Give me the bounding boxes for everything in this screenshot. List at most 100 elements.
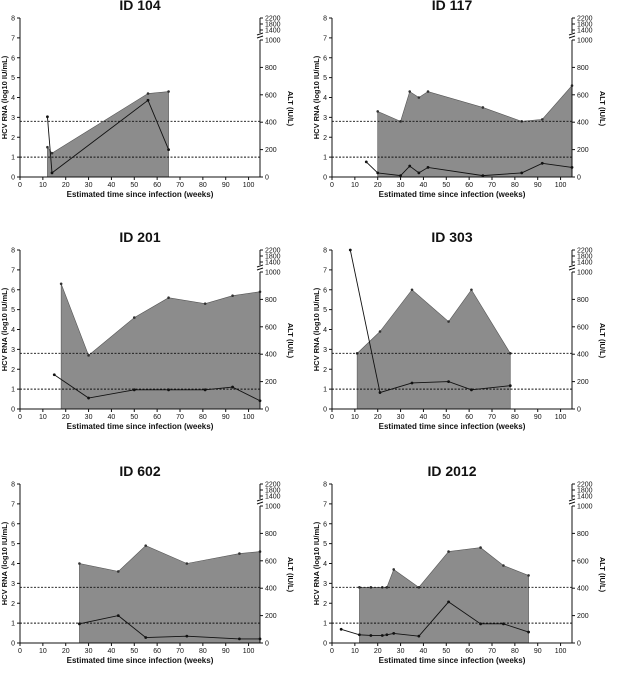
- x-tick-label: 10: [351, 414, 359, 421]
- y-tick-label: 4: [323, 327, 327, 334]
- alt-point: [502, 622, 505, 626]
- hcv-rna-point: [392, 568, 396, 571]
- y-tick-label: 2: [323, 135, 327, 142]
- y-tick-right-label: 2200: [265, 248, 281, 255]
- y-tick-right-label: 400: [577, 586, 589, 593]
- y-tick-right-label: 2200: [577, 482, 593, 489]
- alt-point: [231, 385, 234, 389]
- y-tick-right-label: 1800: [265, 488, 281, 495]
- x-tick-label: 80: [511, 182, 519, 189]
- y-axis-label-left: HCV RNA (log10 IU/mL): [0, 521, 9, 605]
- y-axis-label-right: ALT (IU/L): [598, 557, 607, 593]
- y-tick-right-label: 2200: [265, 16, 281, 23]
- x-tick-label: 40: [108, 414, 116, 421]
- y-tick-label: 4: [323, 95, 327, 102]
- y-tick-right-label: 1000: [265, 270, 281, 277]
- y-tick-label: 6: [11, 55, 15, 62]
- y-tick-label: 2: [11, 601, 15, 608]
- y-tick-label: 5: [11, 541, 15, 548]
- y-tick-label: 6: [11, 287, 15, 294]
- hcv-rna-point: [238, 552, 241, 555]
- y-tick-label: 2: [11, 367, 15, 374]
- y-tick-right-label: 200: [265, 379, 277, 386]
- y-tick-label: 8: [323, 16, 327, 23]
- y-tick-label: 8: [11, 248, 15, 255]
- y-axis-label-right: ALT (IU/L): [286, 323, 295, 359]
- y-tick-right-label: 0: [577, 175, 581, 182]
- y-tick-label: 7: [323, 501, 327, 508]
- alt-point: [46, 115, 49, 119]
- alt-point: [339, 627, 343, 631]
- y-axis-label-right: ALT (IU/L): [598, 91, 607, 127]
- y-tick-label: 0: [11, 407, 15, 414]
- alt-point: [376, 171, 380, 175]
- x-tick-label: 40: [420, 414, 428, 421]
- axis-break-mark: [568, 501, 576, 505]
- x-tick-label: 100: [555, 648, 567, 655]
- hcv-rna-point: [203, 302, 207, 305]
- y-tick-right-label: 1800: [577, 22, 593, 29]
- x-tick-label: 10: [351, 648, 359, 655]
- x-tick-label: 60: [465, 648, 473, 655]
- alt-point: [132, 388, 136, 392]
- hcv-rna-point: [399, 120, 402, 123]
- y-tick-right-label: 0: [265, 407, 269, 414]
- axis-break-mark: [568, 498, 576, 502]
- hcv-rna-point: [447, 320, 450, 323]
- x-tick-label: 0: [18, 182, 22, 189]
- axis-break-mark: [256, 264, 264, 268]
- y-tick-label: 8: [11, 16, 15, 23]
- hcv-rna-point: [87, 354, 90, 357]
- chart-panel: ID 104 0 1 2 3 4 5 6 7 8 0 10 20 30 40 50 60 70 80 90 100 0 20…: [0, 0, 311, 221]
- hcv-rna-point: [116, 570, 120, 573]
- y-tick-label: 2: [11, 135, 15, 142]
- x-tick-label: 10: [39, 648, 47, 655]
- x-tick-label: 30: [85, 648, 93, 655]
- y-tick-label: 8: [11, 482, 15, 489]
- x-tick-label: 60: [465, 414, 473, 421]
- y-tick-right-label: 2200: [577, 248, 593, 255]
- y-tick-label: 3: [323, 581, 327, 588]
- y-tick-right-label: 800: [577, 65, 589, 72]
- x-tick-label: 30: [397, 414, 405, 421]
- y-tick-label: 0: [323, 407, 327, 414]
- y-tick-label: 6: [11, 521, 15, 528]
- x-tick-label: 30: [85, 182, 93, 189]
- y-tick-label: 0: [11, 175, 15, 182]
- chart-panel: ID 602 0 1 2 3 4 5 6 7 8 0 10 20 30 40 50 60 70 80 90 100 0 20…: [0, 463, 311, 687]
- y-tick-label: 1: [323, 155, 327, 162]
- x-axis-label: Estimated time since infection (weeks): [67, 656, 214, 665]
- x-tick-label: 50: [130, 648, 138, 655]
- y-tick-right-label: 600: [265, 324, 277, 331]
- y-tick-right-label: 1800: [577, 254, 593, 261]
- alt-point: [78, 622, 81, 626]
- x-tick-label: 10: [39, 182, 47, 189]
- hcv-rna-point: [385, 586, 389, 589]
- y-tick-label: 5: [11, 75, 15, 82]
- y-tick-right-label: 600: [577, 558, 589, 565]
- x-tick-label: 30: [397, 182, 405, 189]
- x-tick-label: 60: [153, 182, 161, 189]
- x-axis-label: Estimated time since infection (weeks): [67, 190, 214, 199]
- y-tick-label: 3: [11, 581, 15, 588]
- y-tick-label: 7: [323, 267, 327, 274]
- hcv-rna-point: [59, 282, 63, 286]
- y-axis-label-right: ALT (IU/L): [286, 557, 295, 593]
- alt-point: [238, 637, 241, 641]
- x-tick-label: 70: [176, 414, 184, 421]
- x-tick-label: 20: [374, 648, 382, 655]
- x-tick-label: 10: [39, 414, 47, 421]
- hcv-rna-point: [167, 90, 170, 93]
- y-tick-label: 0: [323, 175, 327, 182]
- alt-point: [52, 373, 56, 377]
- chart-title: ID 117: [432, 0, 473, 13]
- alt-point: [378, 391, 382, 394]
- chart-panel: ID 303 0 1 2 3 4 5 6 7 8 0 10 20 30 40 50 60 70 80 90 100 0 20…: [312, 229, 623, 453]
- y-tick-right-label: 2200: [577, 16, 593, 23]
- x-tick-label: 40: [420, 182, 428, 189]
- x-tick-label: 70: [176, 648, 184, 655]
- y-axis-label-left: HCV RNA (log10 IU/mL): [0, 55, 9, 139]
- y-axis-label-right: ALT (IU/L): [598, 323, 607, 359]
- y-tick-right-label: 400: [577, 352, 589, 359]
- x-tick-label: 20: [62, 414, 70, 421]
